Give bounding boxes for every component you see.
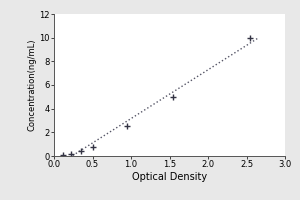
X-axis label: Optical Density: Optical Density <box>132 172 207 182</box>
Y-axis label: Concentration(ng/mL): Concentration(ng/mL) <box>28 39 37 131</box>
